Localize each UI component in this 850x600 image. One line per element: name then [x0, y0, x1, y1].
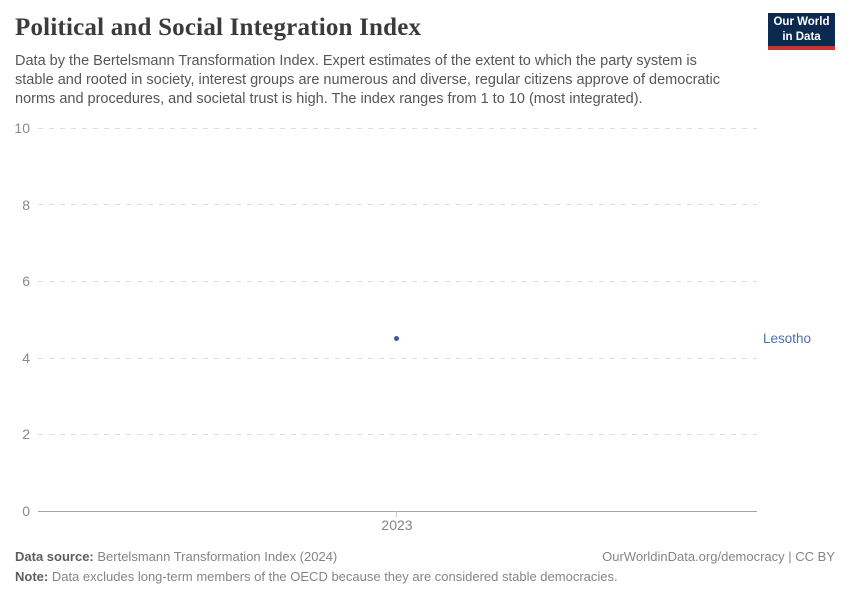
owid-logo-line1: Our World	[773, 16, 830, 29]
y-axis-tick-label: 4	[22, 350, 30, 366]
chart-subtitle: Data by the Bertelsmann Transformation I…	[15, 52, 755, 109]
gridline-6	[38, 281, 757, 282]
gridline-10	[38, 128, 757, 129]
gridline-8	[38, 204, 757, 205]
subtitle-line: norms and procedures, and societal trust…	[15, 91, 643, 107]
y-axis-tick-label: 10	[14, 120, 30, 136]
x-axis-tick-mark	[396, 511, 397, 517]
series-label-lesotho[interactable]: Lesotho	[763, 331, 812, 346]
owid-logo-line2: in Data	[782, 30, 821, 43]
x-axis-tick-label: 2023	[381, 517, 413, 533]
y-axis-tick-label: 8	[22, 197, 30, 213]
note-line: Note: Data excludes long-term members of…	[15, 569, 618, 584]
owid-link[interactable]: OurWorldinData.org/democracy | CC BY	[602, 549, 835, 564]
data-point-lesotho[interactable]	[394, 336, 399, 341]
data-source-value: Bertelsmann Transformation Index (2024)	[93, 549, 338, 564]
data-source-line: Data source: Bertelsmann Transformation …	[15, 549, 337, 564]
owid-logo[interactable]: Our World in Data	[768, 13, 835, 50]
x-axis-line	[38, 511, 757, 512]
gridline-4	[38, 358, 757, 359]
subtitle-line: stable and rooted in society, interest g…	[15, 72, 720, 88]
note-label: Note:	[15, 569, 49, 584]
note-value: Data excludes long-term members of the O…	[48, 569, 618, 584]
y-axis-tick-label: 2	[22, 426, 30, 442]
y-axis-tick-label: 6	[22, 273, 30, 289]
gridline-2	[38, 434, 757, 435]
data-source-label: Data source:	[15, 549, 94, 564]
page-title: Political and Social Integration Index	[15, 14, 422, 41]
subtitle-line: Data by the Bertelsmann Transformation I…	[15, 53, 697, 69]
y-axis-tick-label: 0	[22, 503, 30, 519]
